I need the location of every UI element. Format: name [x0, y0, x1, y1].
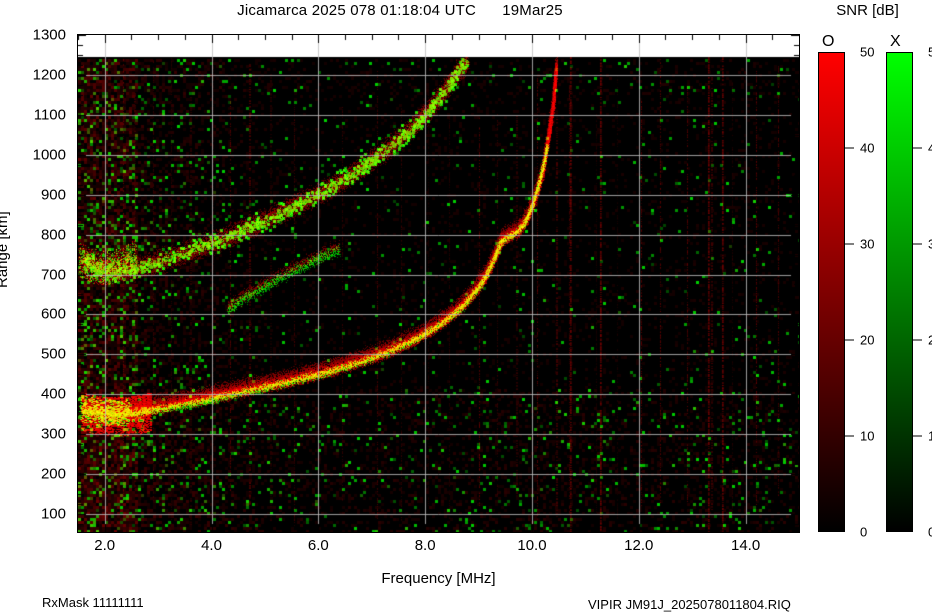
colorbar-x-tick-dash-10 — [913, 435, 922, 437]
colorbar-x-tick-0: 0 — [928, 524, 932, 540]
colorbar-x-tick-20: 20 — [928, 332, 932, 348]
colorbar-o-tick-dash-40 — [845, 147, 854, 149]
x-tick-10.0: 10.0 — [517, 537, 547, 554]
y-tick-200: 200 — [40, 465, 66, 483]
page-title: Jicamarca 2025 078 01:18:04 UTC 19Mar25 — [237, 2, 563, 19]
y-tick-500: 500 — [40, 345, 66, 363]
colorbar-o-tick-dash-30 — [845, 243, 854, 245]
colorbar-o-tick-30: 30 — [860, 236, 875, 252]
y-tick-100: 100 — [40, 505, 66, 523]
riq-filename-label: VIPIR JM91J_2025078011804.RIQ — [588, 597, 791, 612]
colorbar-o-tick-20: 20 — [860, 332, 875, 348]
y-tick-900: 900 — [40, 186, 66, 204]
x-tick-8.0: 8.0 — [414, 537, 436, 554]
y-tick-800: 800 — [40, 226, 66, 244]
colorbar-x-tick-dash-30 — [913, 243, 922, 245]
x-axis-ticklabels: 2.0 4.0 6.0 8.0 10.0 12.0 14.0 — [77, 538, 800, 560]
y-tick-300: 300 — [40, 425, 66, 443]
colorbar-o-tick-40: 40 — [860, 140, 875, 156]
y-tick-1000: 1000 — [32, 146, 66, 164]
colorbar-x-tick-dash-40 — [913, 147, 922, 149]
x-tick-6.0: 6.0 — [307, 537, 329, 554]
y-tick-600: 600 — [40, 305, 66, 323]
colorbar-o-tick-dash-10 — [845, 435, 854, 437]
x-tick-4.0: 4.0 — [201, 537, 222, 554]
colorbar-x-mode-label: X — [890, 33, 901, 50]
colorbar-x-mode-gradient — [886, 52, 913, 532]
colorbar-o-tick-10: 10 — [860, 428, 875, 444]
colorbar-o-tick-dash-20 — [845, 339, 854, 341]
colorbar-o-mode-label: O — [822, 33, 835, 50]
colorbar-x-tick-10: 10 — [928, 428, 932, 444]
y-tick-400: 400 — [40, 385, 66, 403]
x-tick-14.0: 14.0 — [730, 537, 761, 554]
colorbar-x-tick-30: 30 — [928, 236, 932, 252]
y-tick-1200: 1200 — [32, 66, 66, 84]
colorbar-title: SNR [dB] — [836, 2, 899, 19]
colorbar-x-mode-ticks: 0 10 20 30 40 50 — [913, 46, 932, 539]
colorbar-x-tick-50: 50 — [928, 44, 932, 60]
colorbar-o-mode-gradient — [818, 52, 845, 532]
colorbar-o-mode-ticks: 0 10 20 30 40 50 — [845, 46, 886, 539]
colorbar-o-tick-0: 0 — [860, 524, 868, 540]
colorbar-x-tick-40: 40 — [928, 140, 932, 156]
x-tick-2.0: 2.0 — [94, 537, 116, 554]
x-axis-title: Frequency [MHz] — [381, 570, 496, 587]
colorbar-x-tick-dash-20 — [913, 339, 922, 341]
y-tick-1300: 1300 — [32, 26, 66, 44]
colorbar-o-tick-50: 50 — [860, 44, 875, 60]
y-axis-ticklabels: 100 200 300 400 500 600 700 800 900 1000 1100 1200 1… — [0, 28, 72, 533]
ionogram-heatmap-canvas — [78, 35, 799, 532]
y-tick-1100: 1100 — [33, 106, 66, 124]
x-tick-12.0: 12.0 — [624, 537, 654, 554]
y-tick-700: 700 — [40, 266, 66, 284]
rxmask-label: RxMask 11111111 — [42, 595, 144, 610]
ionogram-plot[interactable] — [77, 34, 800, 533]
